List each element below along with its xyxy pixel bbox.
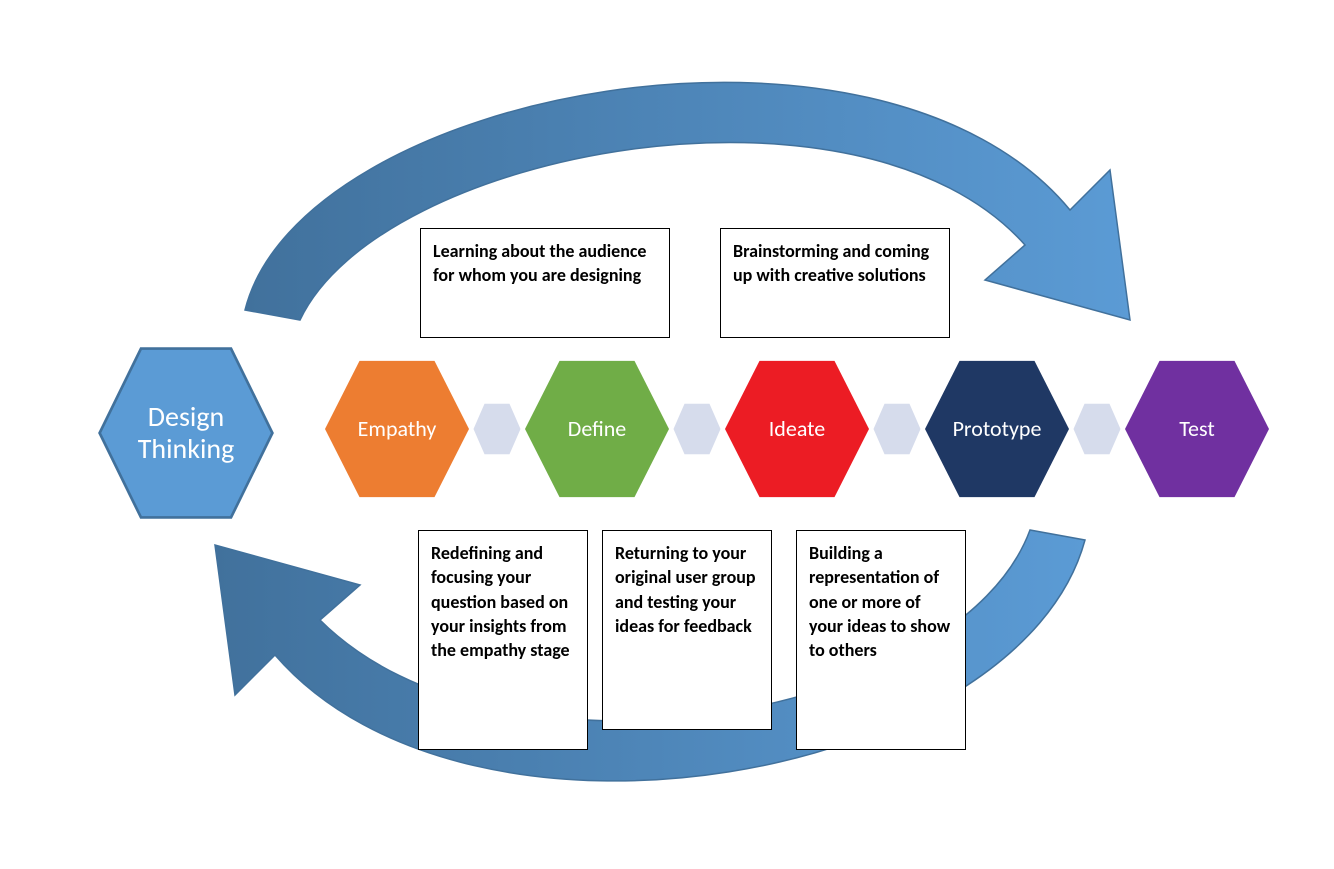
stage-hexagon-ideate: Ideate [722, 358, 872, 500]
stage-label: Define [562, 416, 632, 441]
stage-label: Prototype [947, 416, 1048, 441]
title-hexagon: Design Thinking [96, 345, 276, 521]
connector-hexagon [472, 401, 522, 457]
stage-hexagon-define: Define [522, 358, 672, 500]
title-hexagon-label: Design Thinking [96, 401, 276, 465]
connector-hexagon [1072, 401, 1122, 457]
stage-label: Empathy [352, 416, 443, 441]
connector-hexagon [872, 401, 922, 457]
stage-hexagon-empathy: Empathy [322, 358, 472, 500]
stage-label: Test [1173, 416, 1220, 441]
callout-empathy: Learning about the audience for whom you… [420, 228, 670, 338]
callout-define: Redefining and focusing your question ba… [418, 530, 588, 750]
callout-ideate: Brainstorming and coming up with creativ… [720, 228, 950, 338]
callout-test: Returning to your original user group an… [602, 530, 772, 730]
callout-prototype_desc: Building a representation of one or more… [796, 530, 966, 750]
top-arc-arrow [245, 82, 1130, 320]
diagram-stage: Design Thinking Empathy Define Ideate Proto… [0, 0, 1334, 869]
stage-hexagon-prototype: Prototype [922, 358, 1072, 500]
connector-hexagon [672, 401, 722, 457]
stage-label: Ideate [763, 416, 831, 441]
stage-hexagon-test: Test [1122, 358, 1272, 500]
